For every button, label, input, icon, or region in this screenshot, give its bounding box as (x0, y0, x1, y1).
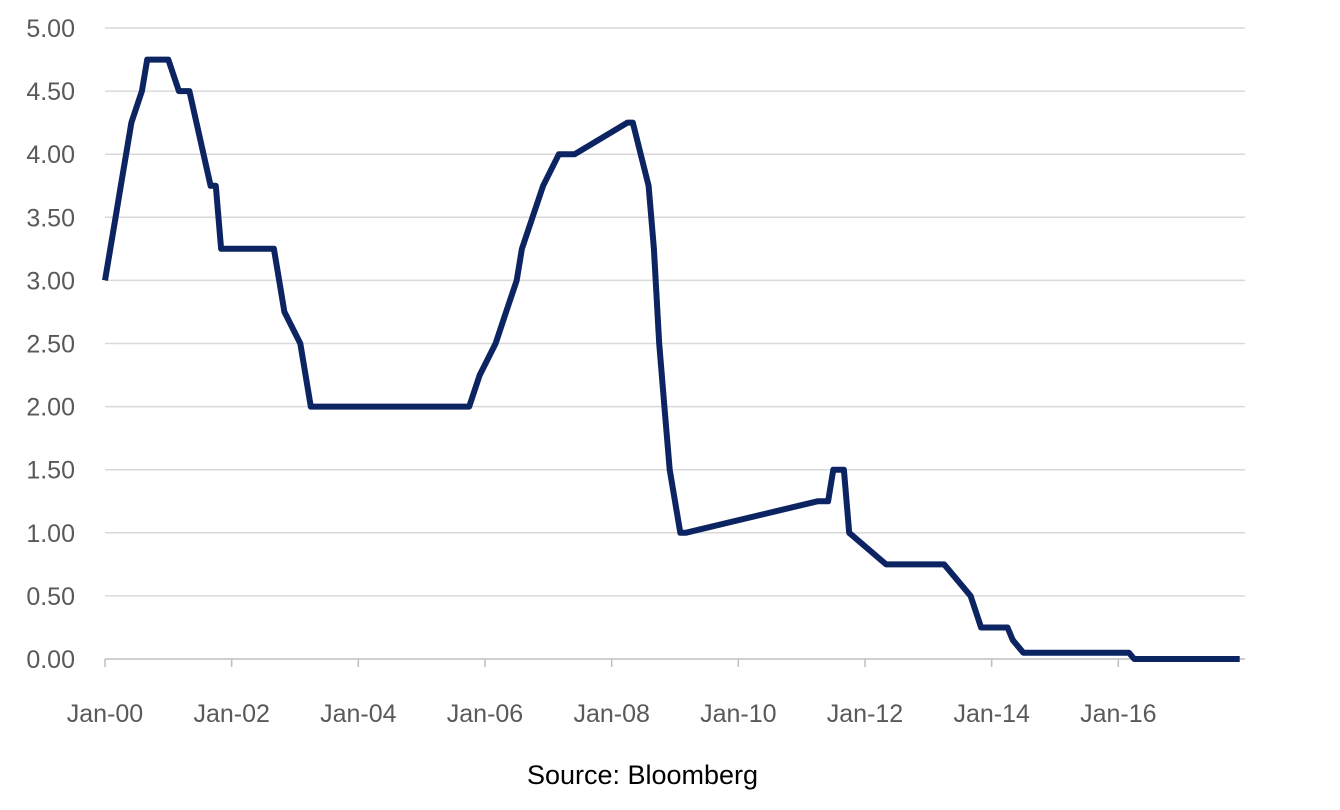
y-tick-label: 1.00 (26, 520, 75, 548)
x-tick-label: Jan-10 (700, 700, 776, 728)
x-tick-label: Jan-12 (827, 700, 903, 728)
series-layer (102, 56, 1240, 662)
y-tick-label: 1.50 (26, 457, 75, 485)
x-axis-tick-labels: Jan-00 Jan-02 Jan-04 Jan-06 Jan-08 Jan-10 Jan-… (67, 700, 1157, 728)
y-tick-label: 2.50 (26, 331, 75, 359)
y-tick-label: 2.00 (26, 394, 75, 422)
x-tick-label: Jan-04 (320, 700, 397, 728)
series-line (102, 56, 1240, 662)
gridlines (105, 27, 1245, 597)
y-tick-label: 0.00 (26, 646, 75, 674)
y-tick-label: 4.50 (26, 78, 75, 106)
x-tick-label: Jan-14 (953, 700, 1030, 728)
x-tick-label: Jan-16 (1080, 700, 1156, 728)
x-tick-label: Jan-06 (447, 700, 523, 728)
y-tick-label: 5.00 (26, 15, 75, 43)
y-axis-tick-labels: 0.00 0.50 1.00 1.50 2.00 2.50 3.00 3.50 4.00 4.50… (26, 15, 75, 674)
y-tick-label: 3.50 (26, 204, 75, 232)
y-tick-label: 0.50 (26, 583, 75, 611)
x-tick-label: Jan-00 (67, 700, 143, 728)
source-note: Source: Bloomberg (526, 760, 759, 790)
line-chart: 0.00 0.50 1.00 1.50 2.00 2.50 3.00 3.50 4.00 4.50… (26, 15, 1245, 728)
x-tick-label: Jan-08 (573, 700, 649, 728)
y-tick-label: 3.00 (26, 267, 75, 295)
x-tick-label: Jan-02 (193, 700, 269, 728)
x-axis (104, 658, 1245, 667)
y-tick-label: 4.00 (26, 141, 75, 169)
